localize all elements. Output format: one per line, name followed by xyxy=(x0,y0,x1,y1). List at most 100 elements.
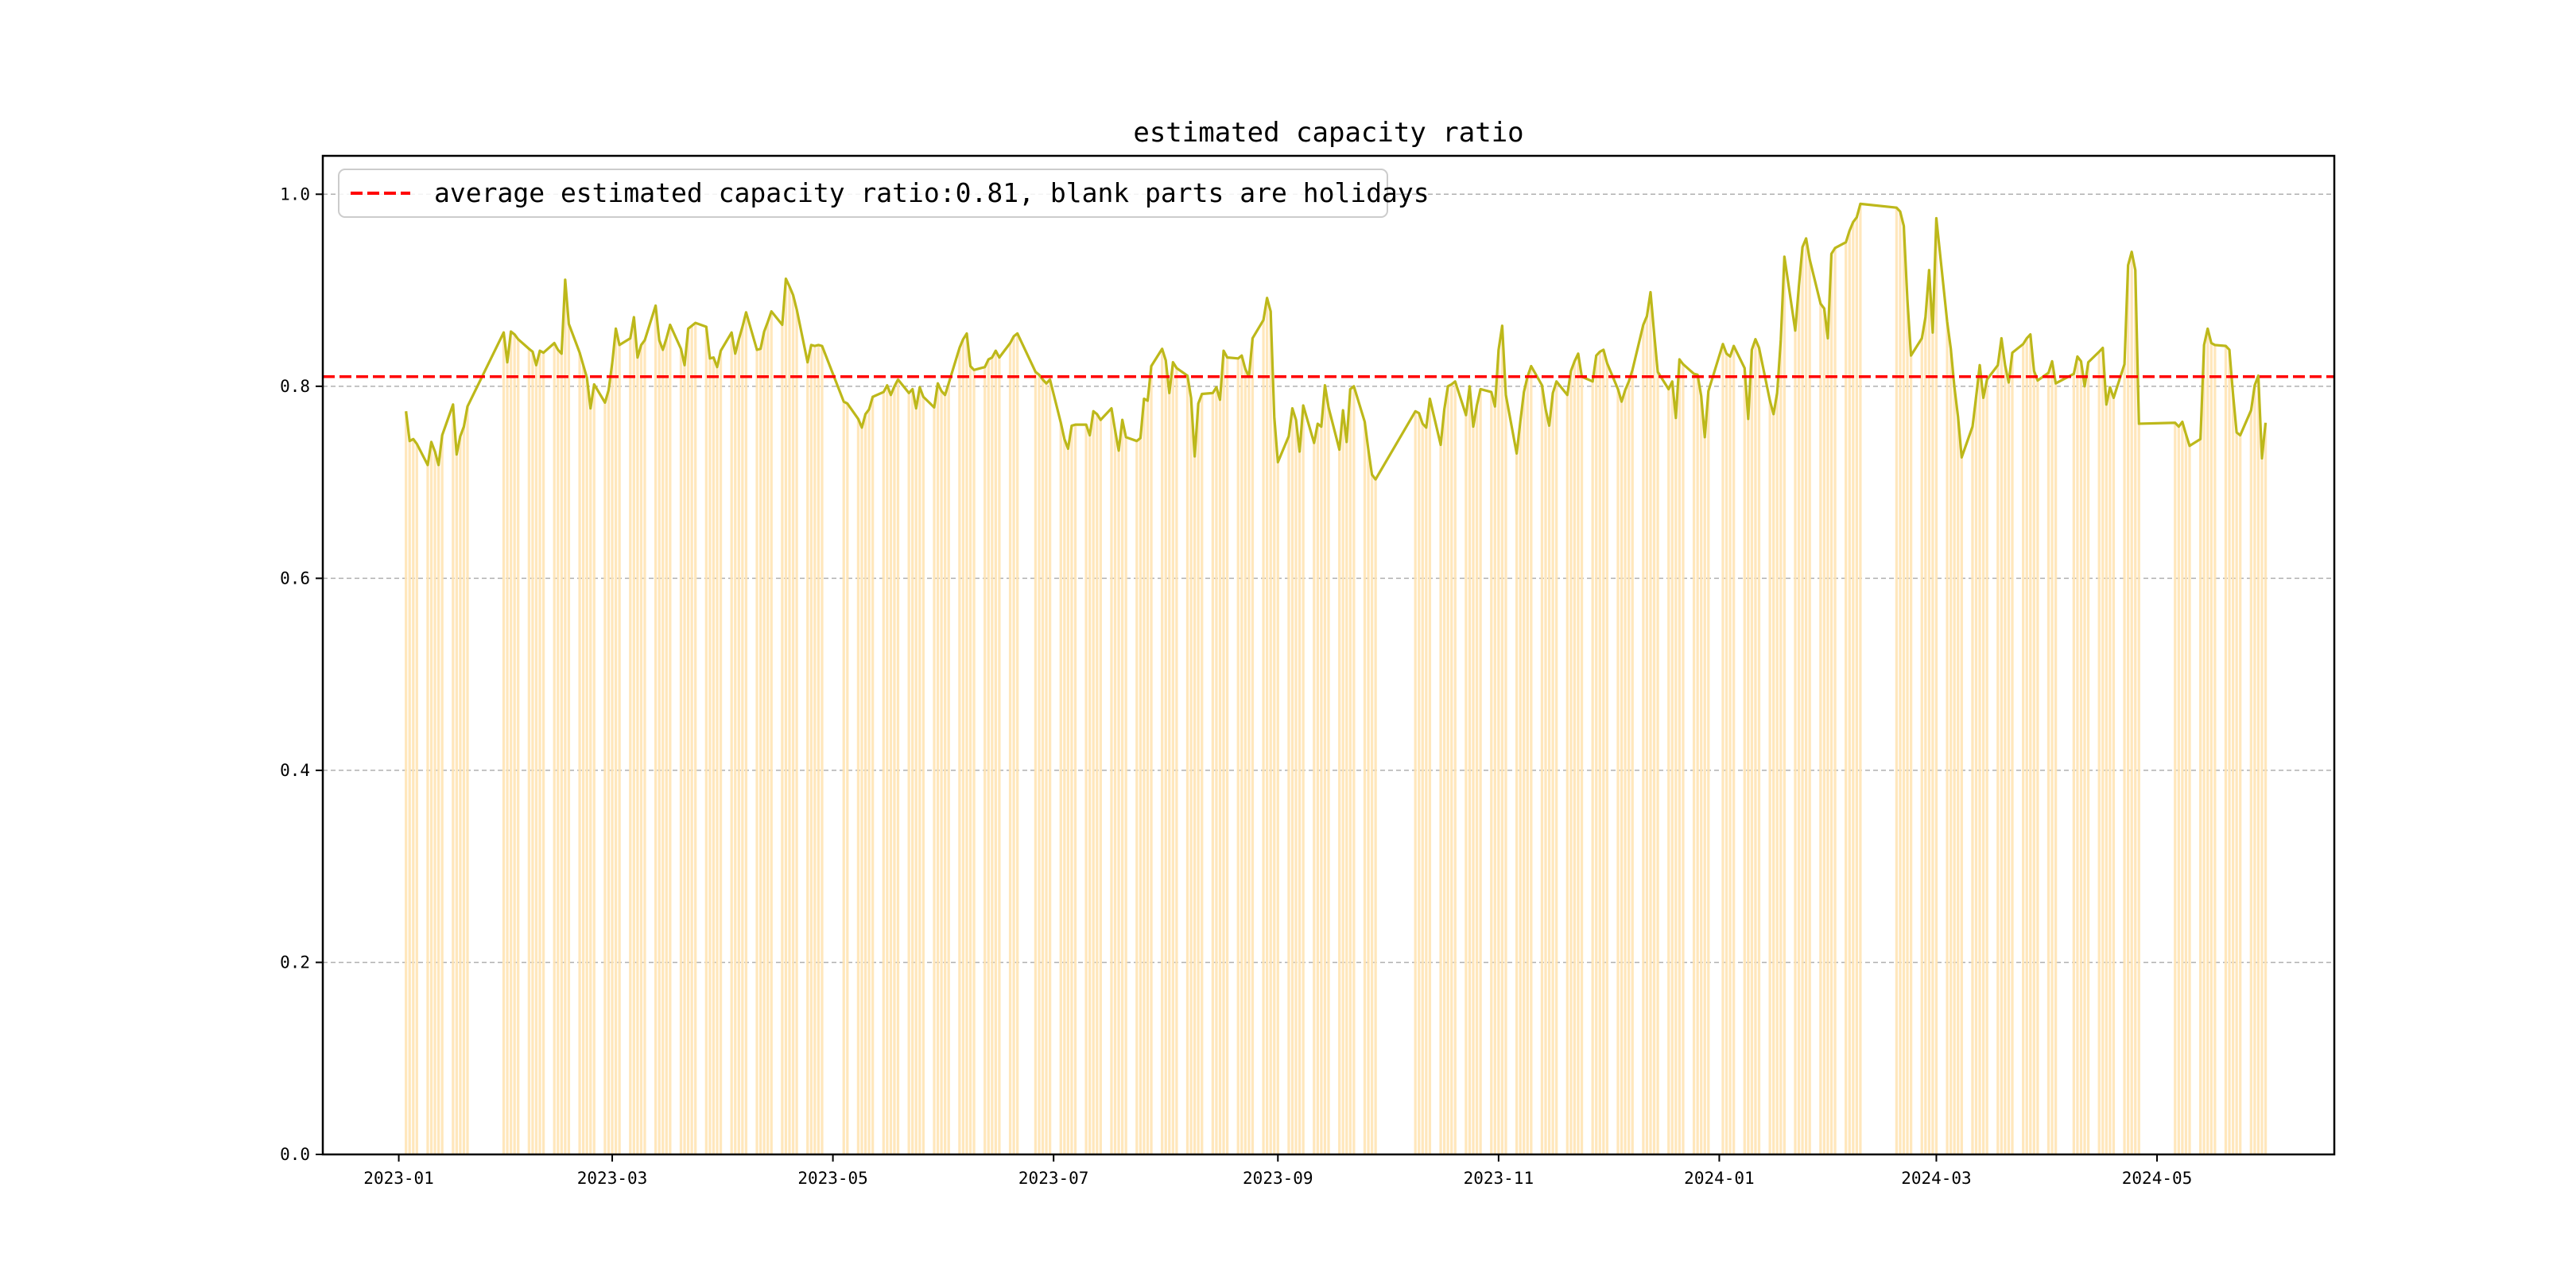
bar-2024-04-08 xyxy=(2072,374,2076,1155)
bar-2023-03-07 xyxy=(632,316,635,1154)
bar-2023-10-11 xyxy=(1421,423,1424,1154)
bar-2024-04-25 xyxy=(2134,270,2137,1155)
bar-2024-05-13 xyxy=(2198,439,2202,1154)
bar-2023-04-07 xyxy=(744,312,748,1154)
bar-2023-02-20 xyxy=(578,352,581,1155)
chart-title: estimated capacity ratio xyxy=(1133,117,1523,149)
bar-2024-05-08 xyxy=(2181,421,2184,1154)
bar-2023-07-19 xyxy=(1117,450,1120,1154)
bar-2023-09-05 xyxy=(1290,408,1294,1154)
bar-2023-04-17 xyxy=(781,324,784,1154)
bar-2023-03-21 xyxy=(683,365,686,1154)
bar-2023-12-25 xyxy=(1692,374,1696,1155)
bar-2023-12-28 xyxy=(1703,436,1706,1154)
bar-2023-06-19 xyxy=(1008,343,1012,1154)
bar-2023-10-23 xyxy=(1465,415,1468,1154)
xtick-label-2023-07: 2023-07 xyxy=(1018,1169,1089,1188)
bar-2024-04-12 xyxy=(2086,362,2090,1155)
bar-2023-06-21 xyxy=(1016,333,1019,1154)
bar-2023-04-06 xyxy=(741,326,744,1154)
bar-2023-06-12 xyxy=(983,367,987,1154)
bar-2024-03-13 xyxy=(1978,365,1981,1154)
bar-2023-01-18 xyxy=(459,436,462,1154)
bar-2024-03-12 xyxy=(1974,397,1978,1155)
bar-2023-03-13 xyxy=(654,305,658,1154)
bar-2024-05-23 xyxy=(2235,432,2238,1154)
bar-2023-05-19 xyxy=(896,379,900,1154)
bar-2023-06-08 xyxy=(968,366,972,1154)
bar-2023-05-10 xyxy=(863,413,867,1154)
ytick-label-0.4: 0.4 xyxy=(280,761,310,780)
bar-2023-12-18 xyxy=(1667,389,1670,1154)
bar-2023-11-06 xyxy=(1515,453,1519,1154)
bar-2023-01-30 xyxy=(502,332,506,1155)
bar-2024-02-09 xyxy=(1859,204,1862,1154)
bar-2023-03-01 xyxy=(611,363,614,1154)
bar-2023-09-13 xyxy=(1320,426,1323,1154)
bar-2023-01-10 xyxy=(429,441,433,1154)
bar-2023-05-16 xyxy=(886,385,889,1155)
bar-2023-08-01 xyxy=(1164,360,1167,1154)
bar-2024-03-04 xyxy=(1946,321,1949,1154)
bar-2023-03-31 xyxy=(719,351,723,1155)
bar-2023-10-25 xyxy=(1472,426,1475,1154)
bar-2024-04-11 xyxy=(2083,386,2086,1154)
bar-2024-04-15 xyxy=(2097,351,2101,1154)
bar-2024-02-27 xyxy=(1924,316,1927,1154)
bar-2023-11-07 xyxy=(1519,421,1522,1154)
bar-2023-03-09 xyxy=(639,344,643,1154)
x-axis-ticks: 2023-01 2023-03 2023-05 2023-07 2023-09 2023-… xyxy=(363,1154,2192,1188)
bar-2023-06-07 xyxy=(965,333,968,1154)
bar-2024-04-03 xyxy=(2054,383,2058,1154)
legend-label: average estimated capacity ratio:0.81, b… xyxy=(434,177,1430,208)
bar-2023-11-30 xyxy=(1602,349,1605,1154)
xtick-label-2023-01: 2023-01 xyxy=(363,1169,434,1188)
bar-2023-02-22 xyxy=(585,377,588,1154)
bar-2023-11-22 xyxy=(1573,361,1577,1154)
bar-2023-05-11 xyxy=(867,409,871,1154)
bar-2023-01-12 xyxy=(436,464,440,1154)
bar-2024-02-01 xyxy=(1829,254,1833,1155)
bar-2023-03-30 xyxy=(716,367,719,1154)
bar-2023-08-24 xyxy=(1247,376,1251,1154)
xtick-label-2023-03: 2023-03 xyxy=(577,1169,648,1188)
bar-2023-03-27 xyxy=(704,326,708,1154)
bar-2024-02-07 xyxy=(1852,222,1855,1154)
bar-2024-04-19 xyxy=(2112,398,2116,1154)
bar-2024-02-20 xyxy=(1899,211,1902,1154)
xtick-label-2024-03: 2024-03 xyxy=(1901,1169,1972,1188)
bar-2024-02-22 xyxy=(1906,300,1909,1155)
bar-2024-02-05 xyxy=(1845,242,1848,1154)
bar-2024-03-06 xyxy=(1953,387,1956,1154)
bar-2024-01-08 xyxy=(1743,367,1746,1154)
bar-2023-07-21 xyxy=(1124,436,1127,1154)
bar-2023-11-28 xyxy=(1595,355,1598,1154)
bar-2023-12-08 xyxy=(1631,370,1634,1154)
bar-2023-01-31 xyxy=(506,362,509,1155)
bar-2023-03-16 xyxy=(665,338,668,1154)
legend: average estimated capacity ratio:0.81, b… xyxy=(338,169,1430,218)
bar-2024-04-24 xyxy=(2130,251,2133,1154)
bar-2024-05-20 xyxy=(2224,346,2228,1155)
bar-2024-05-24 xyxy=(2239,435,2242,1154)
bar-2024-05-28 xyxy=(2253,385,2256,1155)
bar-2024-05-21 xyxy=(2228,349,2231,1154)
bar-2023-12-27 xyxy=(1700,395,1703,1154)
bar-2023-09-20 xyxy=(1345,441,1348,1154)
bar-2024-03-01 xyxy=(1934,218,1938,1154)
bar-2023-08-11 xyxy=(1201,394,1204,1154)
bar-2023-09-07 xyxy=(1298,451,1302,1154)
bar-2023-02-24 xyxy=(592,384,596,1154)
bar-2024-03-29 xyxy=(2036,380,2039,1155)
bar-2023-08-28 xyxy=(1262,320,1265,1154)
bar-2024-05-30 xyxy=(2260,458,2264,1154)
bar-2023-07-06 xyxy=(1070,425,1073,1154)
bar-2024-03-22 xyxy=(2011,352,2014,1155)
bar-2023-12-26 xyxy=(1696,374,1699,1154)
bar-2023-11-02 xyxy=(1500,325,1504,1155)
bar-2023-11-14 xyxy=(1544,409,1547,1154)
bar-2024-01-30 xyxy=(1822,308,1826,1154)
bar-2024-01-12 xyxy=(1757,347,1761,1154)
bar-2023-06-29 xyxy=(1045,383,1048,1154)
bar-2023-03-08 xyxy=(636,357,639,1155)
